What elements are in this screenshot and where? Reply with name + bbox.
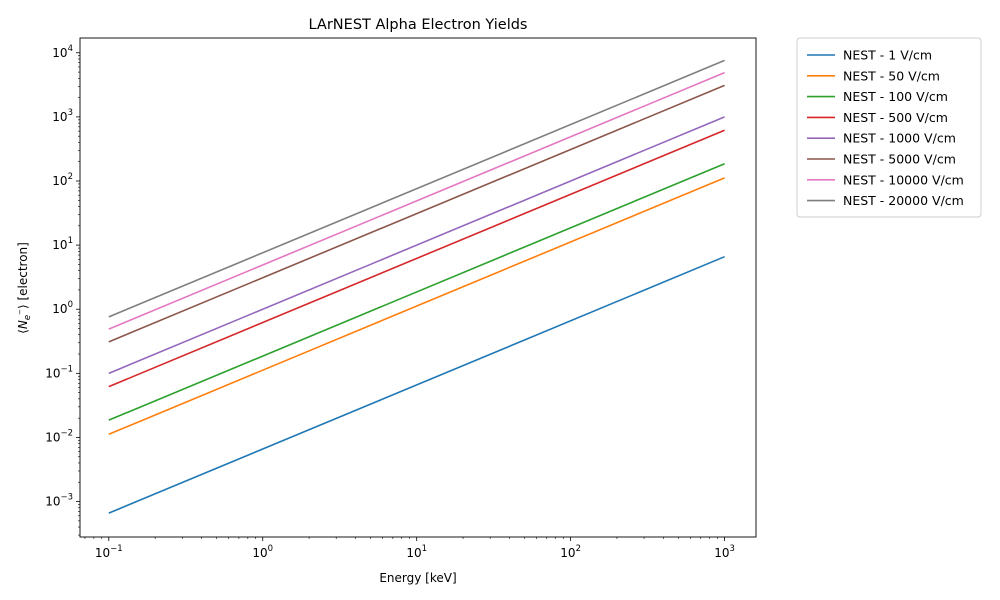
series-line-2: [108, 162, 725, 421]
y-tick-label: 102: [52, 172, 73, 188]
legend-label-1: NEST - 50 V/cm: [843, 68, 940, 83]
y-tick-label: 100: [52, 300, 73, 316]
legend-label-6: NEST - 10000 V/cm: [843, 172, 964, 187]
y-tick-label: 103: [52, 108, 73, 124]
y-tick-label: 10−1: [45, 364, 73, 380]
series-line-5: [108, 84, 725, 343]
x-tick-label: 10−1: [95, 544, 123, 560]
y-axis-label-sub: e: [23, 315, 33, 320]
series-line-0: [108, 255, 725, 514]
series-line-3: [108, 129, 725, 388]
ticks-layer: 10−1 100 101 102 103 10−3 10−2 10−1 100 101 102 103…: [45, 44, 735, 560]
y-axis-label-close: ⟩ [electron]: [16, 242, 30, 309]
y-tick-label: 10−3: [45, 493, 73, 509]
legend-frame: [796, 37, 982, 218]
legend-label-2: NEST - 100 V/cm: [843, 89, 948, 104]
legend-items: NEST - 1 V/cm NEST - 50 V/cm NEST - 100 V/…: [807, 48, 964, 208]
x-axis-label: Energy [keV]: [379, 571, 456, 585]
legend-label-5: NEST - 5000 V/cm: [843, 152, 956, 167]
legend-label-4: NEST - 1000 V/cm: [843, 131, 956, 146]
legend: NEST - 1 V/cm NEST - 50 V/cm NEST - 100 V/…: [796, 37, 982, 218]
y-axis-label: ⟨Ne−⟩ [electron]: [16, 242, 33, 334]
chart-title: LArNEST Alpha Electron Yields: [309, 17, 528, 33]
y-tick-label: 101: [52, 236, 73, 252]
y-axis-label-sup: −: [16, 309, 24, 315]
y-axis-label-symbol: N: [16, 320, 30, 329]
x-tick-label: 102: [560, 544, 581, 560]
series-line-4: [108, 116, 725, 375]
y-tick-label: 104: [52, 44, 73, 60]
y-axis-label-open: ⟨: [16, 329, 30, 334]
series-layer: [108, 59, 725, 514]
legend-label-3: NEST - 500 V/cm: [843, 110, 948, 125]
series-line-7: [108, 59, 725, 318]
x-tick-label: 100: [252, 544, 273, 560]
series-line-1: [108, 177, 725, 436]
series-line-6: [108, 71, 725, 330]
legend-label-7: NEST - 20000 V/cm: [843, 193, 964, 208]
legend-label-0: NEST - 1 V/cm: [843, 48, 932, 63]
x-tick-label: 101: [406, 544, 427, 560]
plot-frame: [79, 37, 757, 538]
y-tick-label: 10−2: [45, 428, 73, 444]
x-tick-label: 103: [714, 544, 735, 560]
